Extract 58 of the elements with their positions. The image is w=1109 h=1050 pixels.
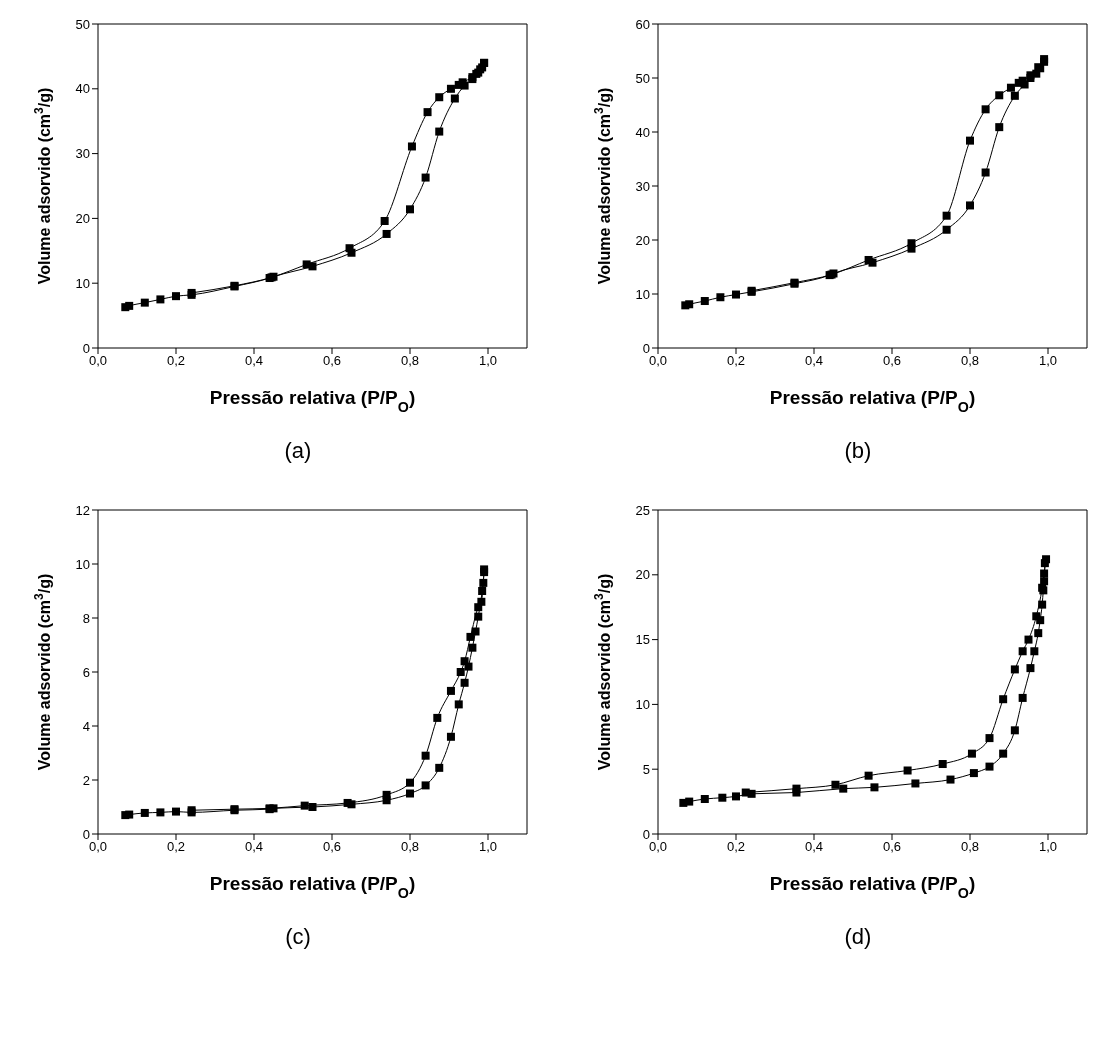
y-tick-label: 8 [82, 610, 90, 626]
x-tick-label: 1,0 [1038, 353, 1058, 369]
x-tick-label: 0,0 [648, 353, 668, 369]
text: (c) [284, 924, 312, 950]
y-tick-label: 0 [82, 340, 90, 356]
x-tick-label: 1,0 [1038, 839, 1058, 855]
text: (d) [843, 924, 873, 950]
x-tick-label: 0,6 [882, 353, 902, 369]
x-tick-label: 0,6 [882, 839, 902, 855]
x-tick-label: 0,0 [88, 839, 108, 855]
x-tick-label: 1,0 [478, 353, 498, 369]
y-tick-label: 40 [635, 124, 650, 140]
y-tick-label: 50 [75, 16, 90, 32]
y-tick-label: 20 [75, 211, 90, 227]
x-tick-label: 0,8 [960, 353, 980, 369]
y-tick-label: 6 [82, 664, 90, 680]
x-axis-title: Pressão relativa (P/P$_{O}$) [209, 873, 416, 901]
x-tick-label: 0,2 [726, 839, 746, 855]
x-axis-title: Pressão relativa (P/P$_{O}$) [769, 873, 976, 901]
x-tick-label: 0,6 [322, 839, 342, 855]
y-tick-label: 20 [635, 232, 650, 248]
y-tick-label: 10 [635, 286, 650, 302]
y-tick-label: 20 [635, 567, 650, 583]
x-tick-label: 0,8 [400, 353, 420, 369]
text: (a) [283, 438, 313, 464]
x-tick-label: 1,0 [478, 839, 498, 855]
x-tick-label: 0,0 [88, 353, 108, 369]
y-tick-label: 10 [75, 556, 90, 572]
y-tick-label: 0 [642, 826, 650, 842]
y-tick-label: 10 [75, 275, 90, 291]
y-tick-label: 30 [75, 146, 90, 162]
y-tick-label: 0 [642, 340, 650, 356]
y-tick-label: 12 [75, 502, 90, 518]
y-tick-label: 10 [635, 697, 650, 713]
y-tick-label: 4 [82, 718, 90, 734]
y-tick-label: 25 [635, 502, 650, 518]
x-tick-label: 0,2 [726, 353, 746, 369]
y-tick-label: 50 [635, 70, 650, 86]
x-tick-label: 0,8 [400, 839, 420, 855]
x-axis-title: Pressão relativa (P/P$_{O}$) [769, 387, 976, 415]
y-tick-label: 0 [82, 826, 90, 842]
x-tick-label: 0,0 [648, 839, 668, 855]
y-tick-label: 5 [642, 761, 650, 777]
x-axis-title: Pressão relativa (P/P$_{O}$) [209, 387, 416, 415]
y-tick-label: 30 [635, 178, 650, 194]
x-tick-label: 0,8 [960, 839, 980, 855]
x-tick-label: 0,6 [322, 353, 342, 369]
x-tick-label: 0,4 [804, 353, 824, 369]
y-tick-label: 15 [635, 632, 650, 648]
x-tick-label: 0,2 [166, 839, 186, 855]
x-tick-label: 0,4 [804, 839, 824, 855]
text: (b) [843, 438, 873, 464]
x-tick-label: 0,2 [166, 353, 186, 369]
x-tick-label: 0,4 [244, 353, 264, 369]
y-tick-label: 40 [75, 81, 90, 97]
y-tick-label: 60 [635, 16, 650, 32]
x-tick-label: 0,4 [244, 839, 264, 855]
y-tick-label: 2 [82, 772, 90, 788]
